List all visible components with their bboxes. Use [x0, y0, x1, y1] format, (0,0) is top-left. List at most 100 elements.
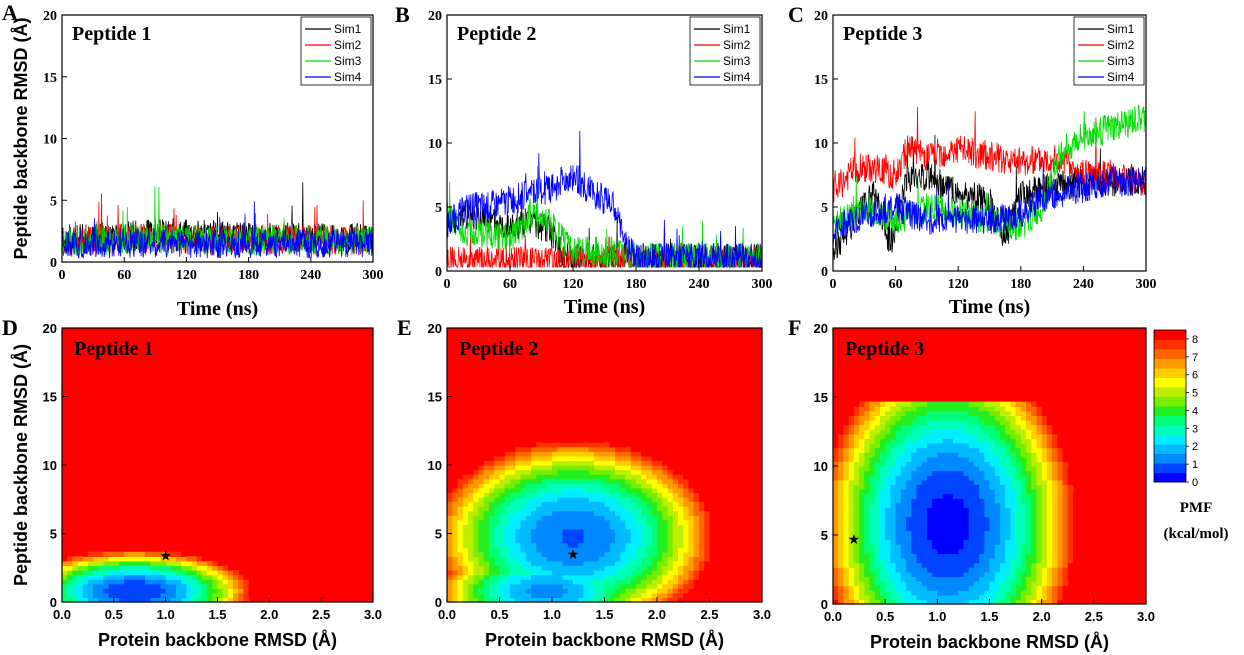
pmf-cell — [625, 588, 632, 594]
pmf-cell — [462, 519, 469, 525]
pmf-cell — [1041, 420, 1048, 426]
pmf-cell — [864, 581, 871, 587]
pmf-cell — [646, 469, 653, 475]
pmf-cell — [478, 460, 485, 466]
pmf-cell — [227, 579, 234, 585]
pmf-cell — [129, 551, 136, 557]
pmf-cell — [979, 562, 985, 568]
pmf-cell — [504, 579, 511, 585]
pmf-cell — [636, 528, 642, 535]
pmf-cell — [468, 492, 474, 498]
pmf-cell — [108, 592, 115, 599]
pmf-cell — [119, 579, 125, 585]
pmf-cell — [562, 483, 569, 489]
pmf-cell — [567, 446, 574, 452]
pmf-cell — [478, 496, 485, 503]
pmf-cell — [693, 533, 700, 539]
pmf-cell — [1031, 507, 1038, 513]
pmf-cell — [843, 443, 850, 449]
pmf-cell — [646, 474, 653, 480]
pmf-cell — [1046, 456, 1053, 462]
pmf-cell — [662, 588, 669, 594]
pmf-cell — [452, 524, 459, 530]
pmf-cell — [483, 570, 490, 576]
pmf-cell — [1067, 489, 1074, 495]
pmf-cell — [578, 501, 585, 507]
pmf-cell — [150, 583, 156, 589]
pmf-cell — [672, 533, 679, 539]
pmf-cell — [838, 512, 845, 518]
pmf-cell — [895, 581, 902, 587]
pmf-cell — [567, 455, 574, 462]
pmf-cell — [504, 560, 511, 567]
pmf-cell — [520, 442, 527, 448]
x-tick-label: 0.0 — [53, 607, 71, 622]
pmf-cell — [625, 492, 632, 498]
pmf-cell — [864, 424, 871, 430]
pmf-cell — [879, 406, 886, 412]
pmf-cell — [478, 547, 485, 553]
pmf-cell — [176, 556, 182, 562]
x-axis-label: Time (ns) — [564, 296, 645, 318]
pmf-cell — [994, 456, 1001, 462]
pmf-cell — [709, 538, 716, 544]
pmf-cell — [462, 501, 469, 507]
pmf-cell — [473, 583, 480, 589]
pmf-cell — [662, 579, 669, 585]
pmf-cell — [201, 556, 208, 562]
pmf-cell — [227, 592, 234, 599]
pmf-cell — [973, 484, 980, 490]
pmf-cell — [1026, 433, 1032, 439]
pmf-cell — [615, 487, 621, 493]
pmf-cell — [662, 474, 669, 480]
pmf-cell — [604, 469, 611, 475]
pmf-cell — [900, 581, 907, 587]
pmf-cell — [947, 512, 954, 518]
pmf-cell — [583, 483, 590, 489]
pmf-cell — [604, 483, 611, 489]
pmf-cell — [874, 433, 881, 439]
pmf-cell — [979, 489, 985, 495]
pmf-cell — [520, 465, 527, 471]
pmf-cell — [1031, 599, 1038, 605]
pmf-cell — [843, 424, 850, 430]
pmf-cell — [583, 510, 590, 516]
pmf-cell — [155, 574, 162, 580]
pmf-cell — [1031, 562, 1038, 568]
pmf-cell — [1010, 567, 1017, 573]
x-tick-label: 60 — [503, 277, 517, 292]
x-tick-label: 60 — [117, 268, 131, 283]
pmf-cell — [541, 583, 548, 589]
pmf-cell — [515, 519, 522, 525]
pmf-cell — [984, 433, 991, 439]
pmf-cell — [233, 592, 239, 599]
pmf-cell — [625, 506, 632, 512]
pmf-cell — [573, 574, 579, 580]
pmf-cell — [667, 469, 674, 475]
pmf-cell — [678, 551, 684, 557]
pmf-cell — [853, 599, 860, 605]
pmf-cell — [515, 592, 522, 599]
colorbar-swatch — [1154, 453, 1186, 464]
pmf-cell — [1031, 525, 1038, 531]
pmf-cell — [77, 579, 84, 585]
pmf-cell — [704, 515, 711, 521]
pmf-cell — [62, 592, 68, 599]
pmf-cell — [525, 551, 532, 557]
pmf-cell — [693, 487, 700, 493]
pmf-cell — [879, 466, 886, 472]
pmf-cell — [483, 492, 490, 498]
pmf-cell — [196, 597, 203, 603]
pmf-cell — [103, 592, 110, 599]
pmf-cell — [848, 548, 855, 554]
pmf-cell — [504, 533, 511, 539]
pmf-cell — [1036, 594, 1043, 600]
pmf-cell — [979, 466, 985, 472]
pmf-cell — [853, 567, 860, 573]
pmf-cell — [536, 588, 543, 594]
pmf-cell — [609, 547, 616, 553]
pmf-cell — [1015, 516, 1022, 522]
pmf-cell — [536, 469, 543, 475]
pmf-cell — [874, 498, 881, 504]
pmf-cell — [906, 456, 912, 462]
